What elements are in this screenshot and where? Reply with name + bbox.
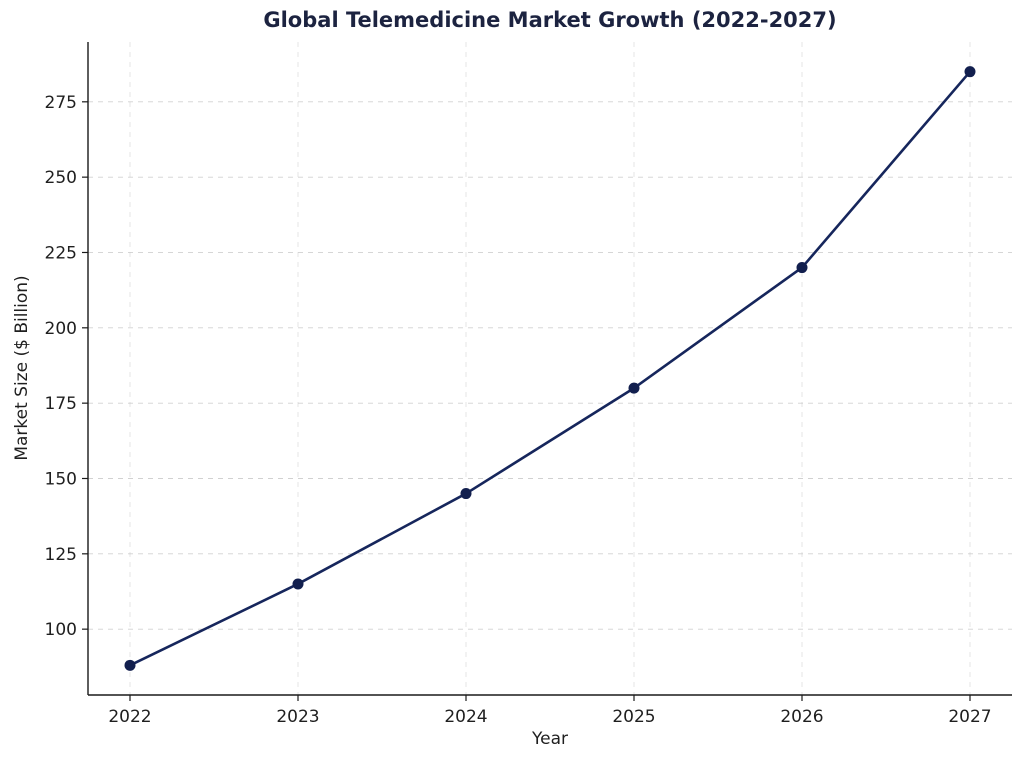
- y-tick-label: 200: [45, 319, 77, 339]
- y-tick-label: 150: [45, 469, 77, 489]
- y-tick-label: 100: [45, 620, 77, 640]
- y-tick-label: 250: [45, 168, 77, 188]
- data-point-marker: [964, 66, 976, 78]
- x-axis-title: Year: [532, 729, 568, 749]
- x-tick-label: 2022: [108, 707, 151, 727]
- data-point-marker: [796, 262, 808, 274]
- x-tick-label: 2023: [276, 707, 319, 727]
- data-point-marker: [124, 659, 136, 671]
- data-point-marker: [460, 488, 472, 500]
- y-tick-label: 175: [45, 394, 77, 414]
- y-tick-label: 125: [45, 545, 77, 565]
- y-tick-label: 225: [45, 243, 77, 263]
- data-point-marker: [292, 578, 304, 590]
- x-tick-label: 2027: [948, 707, 991, 727]
- x-tick-label: 2025: [612, 707, 655, 727]
- trend-line: [128, 70, 972, 667]
- x-tick-label: 2026: [780, 707, 823, 727]
- y-tick-label: 275: [45, 93, 77, 113]
- x-tick-label: 2024: [444, 707, 487, 727]
- chart-title: Global Telemedicine Market Growth (2022-…: [263, 8, 837, 32]
- data-point-marker: [628, 382, 640, 394]
